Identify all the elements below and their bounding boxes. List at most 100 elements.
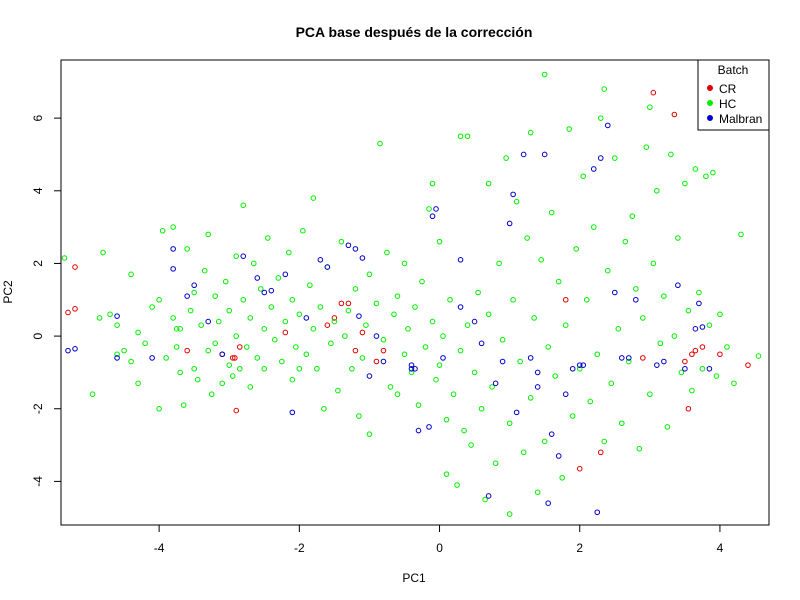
- data-point: [647, 104, 653, 111]
- data-point: [685, 405, 692, 412]
- data-point: [373, 358, 380, 365]
- data-point: [457, 347, 464, 354]
- data-point: [640, 355, 646, 361]
- data-point: [562, 296, 569, 303]
- data-point: [513, 409, 520, 416]
- data-point: [257, 286, 264, 292]
- legend-marker: [707, 115, 713, 121]
- data-point: [296, 311, 303, 318]
- data-point: [517, 358, 523, 365]
- data-point: [324, 322, 331, 328]
- data-point: [114, 313, 120, 319]
- data-point: [583, 296, 590, 303]
- data-point: [629, 213, 636, 220]
- data-point: [426, 424, 432, 430]
- data-point: [205, 347, 212, 354]
- data-point: [233, 407, 240, 414]
- data-point: [107, 311, 113, 318]
- data-point: [447, 296, 453, 303]
- data-point: [114, 355, 120, 361]
- data-point: [384, 249, 390, 256]
- data-point: [696, 289, 702, 296]
- data-point: [345, 300, 352, 307]
- data-point: [205, 318, 212, 325]
- data-point: [454, 482, 460, 488]
- data-point: [471, 369, 478, 376]
- data-point: [626, 355, 632, 361]
- data-point: [114, 322, 120, 328]
- data-point: [247, 315, 254, 321]
- data-point: [128, 358, 134, 365]
- data-point: [513, 198, 520, 205]
- data-point: [380, 347, 387, 354]
- data-point: [310, 326, 317, 332]
- data-point: [184, 347, 190, 354]
- data-point: [724, 344, 730, 350]
- plot-area-frame: [60, 59, 770, 526]
- data-point: [412, 304, 418, 310]
- data-point: [492, 380, 499, 387]
- data-point: [450, 391, 457, 398]
- data-point: [65, 309, 71, 316]
- data-point: [226, 362, 233, 368]
- data-point: [604, 267, 611, 274]
- data-point: [359, 355, 366, 361]
- data-point: [289, 409, 296, 416]
- data-point: [576, 465, 583, 472]
- data-point: [429, 213, 436, 220]
- data-point: [345, 307, 352, 314]
- data-point: [685, 307, 692, 314]
- data-point: [247, 384, 254, 390]
- data-point: [226, 307, 233, 314]
- data-point: [478, 340, 485, 347]
- data-point: [65, 347, 71, 354]
- data-point: [478, 405, 485, 412]
- data-point: [538, 257, 544, 263]
- data-point: [282, 271, 289, 278]
- data-point: [191, 282, 197, 289]
- data-point: [633, 296, 639, 303]
- x-tick-label: 4: [717, 541, 724, 555]
- data-point: [289, 296, 296, 303]
- data-point: [457, 133, 464, 140]
- data-point: [222, 278, 229, 285]
- data-point: [506, 511, 513, 517]
- data-point: [457, 257, 464, 263]
- data-point: [212, 340, 219, 347]
- data-point: [699, 324, 706, 330]
- data-point: [415, 427, 422, 434]
- data-point: [324, 264, 331, 270]
- data-point: [317, 257, 324, 263]
- data-point: [366, 373, 373, 379]
- data-point: [534, 369, 541, 376]
- data-point: [661, 358, 667, 365]
- data-point: [594, 509, 601, 516]
- data-point: [229, 373, 236, 379]
- data-point: [485, 493, 492, 499]
- data-point: [184, 293, 190, 299]
- data-point: [331, 315, 338, 321]
- data-point: [366, 431, 373, 437]
- data-point: [626, 358, 632, 365]
- data-point: [373, 300, 380, 307]
- x-tick-label: -2: [294, 541, 305, 555]
- data-point: [236, 344, 243, 350]
- data-point: [289, 376, 296, 383]
- data-point: [485, 311, 492, 318]
- data-point: [464, 322, 471, 328]
- data-point: [233, 253, 240, 259]
- data-point: [408, 362, 415, 368]
- data-point: [401, 260, 408, 267]
- data-point: [524, 235, 530, 241]
- data-point: [300, 227, 306, 234]
- data-point: [548, 209, 555, 216]
- data-point: [191, 289, 197, 296]
- legend-title: Batch: [718, 63, 749, 77]
- y-axis-label: PC2: [1, 280, 15, 304]
- data-point: [597, 155, 604, 161]
- data-point: [114, 351, 120, 358]
- data-point: [555, 278, 562, 285]
- data-point: [149, 355, 155, 361]
- data-point: [363, 322, 369, 328]
